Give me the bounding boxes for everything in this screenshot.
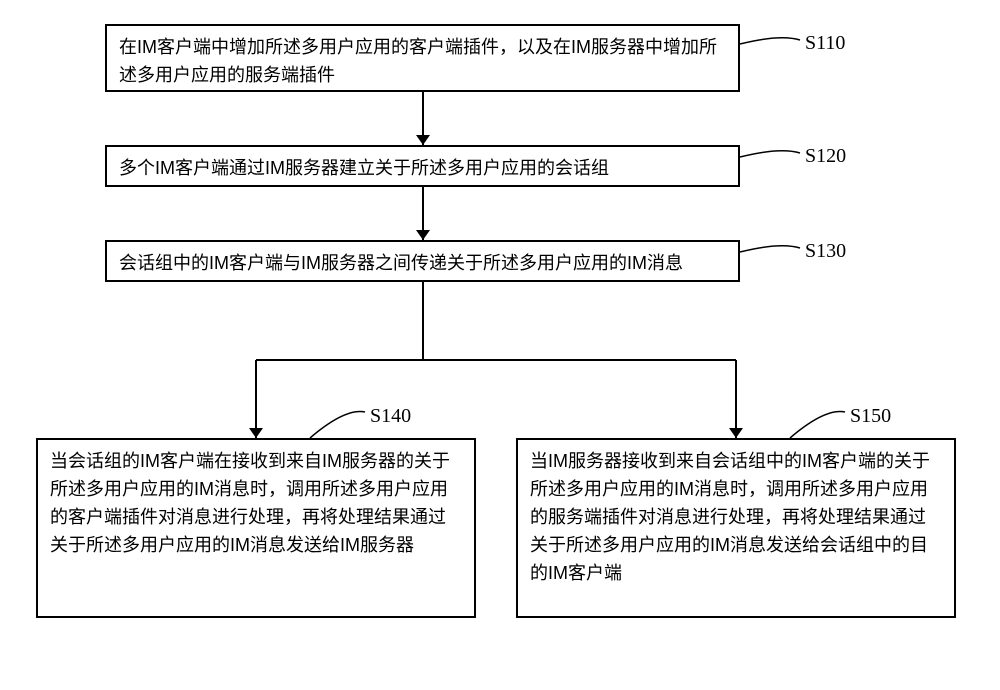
flow-node-n1: 在IM客户端中增加所述多用户应用的客户端插件，以及在IM服务器中增加所述多用户应… bbox=[105, 24, 740, 92]
flow-node-n3: 会话组中的IM客户端与IM服务器之间传递关于所述多用户应用的IM消息 bbox=[105, 240, 740, 282]
step-label-S140: S140 bbox=[370, 405, 411, 428]
flow-node-text: 当IM服务器接收到来自会话组中的IM客户端的关于所述多用户应用的IM消息时，调用… bbox=[530, 451, 930, 583]
flow-node-text: 在IM客户端中增加所述多用户应用的客户端插件，以及在IM服务器中增加所述多用户应… bbox=[119, 37, 717, 85]
flow-node-text: 会话组中的IM客户端与IM服务器之间传递关于所述多用户应用的IM消息 bbox=[119, 253, 683, 273]
flow-node-n5: 当IM服务器接收到来自会话组中的IM客户端的关于所述多用户应用的IM消息时，调用… bbox=[516, 438, 956, 618]
flow-node-n4: 当会话组的IM客户端在接收到来自IM服务器的关于所述多用户应用的IM消息时，调用… bbox=[36, 438, 476, 618]
step-label-S130: S130 bbox=[805, 240, 846, 263]
step-label-S120: S120 bbox=[805, 145, 846, 168]
flow-node-text: 多个IM客户端通过IM服务器建立关于所述多用户应用的会话组 bbox=[119, 158, 609, 178]
step-label-S150: S150 bbox=[850, 405, 891, 428]
flow-node-n2: 多个IM客户端通过IM服务器建立关于所述多用户应用的会话组 bbox=[105, 145, 740, 187]
flow-node-text: 当会话组的IM客户端在接收到来自IM服务器的关于所述多用户应用的IM消息时，调用… bbox=[50, 451, 450, 555]
step-label-S110: S110 bbox=[805, 32, 845, 55]
